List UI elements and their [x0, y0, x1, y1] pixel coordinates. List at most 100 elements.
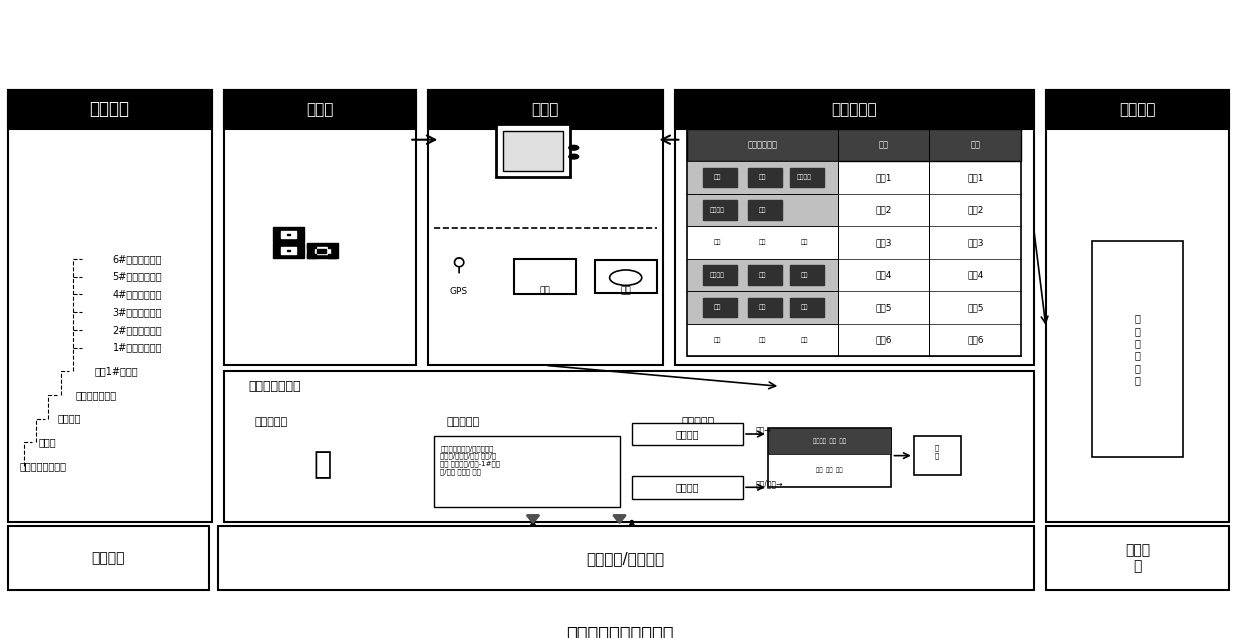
- Text: 图像: 图像: [714, 305, 721, 311]
- Text: 扫描: 扫描: [540, 286, 550, 296]
- FancyBboxPatch shape: [789, 298, 824, 318]
- FancyBboxPatch shape: [748, 265, 782, 285]
- FancyBboxPatch shape: [703, 168, 737, 187]
- Text: 病害记录、识别: 病害记录、识别: [249, 380, 301, 392]
- Text: 措施6: 措施6: [968, 336, 984, 345]
- FancyBboxPatch shape: [768, 427, 892, 454]
- Text: 3#护栏内桥铺装: 3#护栏内桥铺装: [113, 307, 162, 317]
- FancyBboxPatch shape: [688, 292, 838, 324]
- Text: 4#护栏内桥铺装: 4#护栏内桥铺装: [113, 290, 162, 299]
- Text: 病害措施库: 病害措施库: [831, 102, 877, 117]
- FancyBboxPatch shape: [688, 194, 838, 226]
- FancyBboxPatch shape: [281, 247, 296, 255]
- Text: 病害6: 病害6: [875, 336, 892, 345]
- Text: 工程部位：: 工程部位：: [446, 417, 479, 427]
- FancyBboxPatch shape: [748, 200, 782, 219]
- Text: 图像识别  标型  检验: 图像识别 标型 检验: [813, 438, 846, 443]
- FancyBboxPatch shape: [427, 90, 663, 129]
- FancyBboxPatch shape: [913, 436, 960, 475]
- Text: 结果: 结果: [714, 338, 721, 343]
- Text: 图像识别: 图像识别: [797, 175, 812, 181]
- Text: 别: 别: [935, 452, 939, 459]
- FancyBboxPatch shape: [327, 253, 337, 258]
- Text: 添加/删除→: 添加/删除→: [756, 480, 783, 489]
- Text: 巡查监督/病害识别: 巡查监督/病害识别: [586, 551, 665, 566]
- FancyBboxPatch shape: [307, 243, 338, 258]
- FancyBboxPatch shape: [1046, 526, 1229, 590]
- Text: 检测: 检测: [758, 338, 767, 343]
- Text: 巡查路径：: 巡查路径：: [255, 417, 287, 427]
- Text: 病害5: 病害5: [875, 303, 892, 312]
- FancyBboxPatch shape: [503, 131, 563, 172]
- FancyBboxPatch shape: [7, 90, 212, 129]
- FancyBboxPatch shape: [514, 259, 576, 294]
- Text: 识: 识: [935, 445, 939, 451]
- Text: 江阴长江公路大桥: 江阴长江公路大桥: [20, 461, 67, 471]
- FancyBboxPatch shape: [315, 247, 331, 255]
- FancyArrowPatch shape: [528, 516, 539, 523]
- FancyBboxPatch shape: [434, 436, 620, 507]
- Text: 检测: 检测: [758, 207, 767, 213]
- FancyBboxPatch shape: [307, 253, 316, 258]
- Circle shape: [610, 270, 642, 285]
- Text: 病害描述：: 病害描述：: [681, 417, 715, 427]
- FancyBboxPatch shape: [317, 249, 326, 253]
- Text: 图像识别: 图像识别: [710, 207, 725, 213]
- FancyBboxPatch shape: [224, 90, 415, 129]
- FancyBboxPatch shape: [287, 234, 290, 235]
- Text: GPS: GPS: [450, 286, 468, 296]
- Text: 江阴大桥养护段/江阴长江公
路大桥/桥面系/桥面 铺装/上
游侧 桥面铺装/北塔-1#吊索
间/护栏 内桥面 铺装: 江阴大桥养护段/江阴长江公 路大桥/桥面系/桥面 铺装/上 游侧 桥面铺装/北塔…: [440, 445, 501, 475]
- Text: 检测: 检测: [758, 305, 767, 311]
- Text: 结果: 结果: [800, 272, 808, 278]
- FancyBboxPatch shape: [748, 168, 782, 187]
- FancyBboxPatch shape: [218, 526, 1033, 590]
- Text: 6#护栏内桥铺装: 6#护栏内桥铺装: [113, 254, 162, 264]
- FancyBboxPatch shape: [224, 371, 1033, 522]
- Text: 养护措
施: 养护措 施: [1125, 543, 1150, 574]
- Text: 病害4: 病害4: [876, 271, 892, 279]
- FancyBboxPatch shape: [7, 90, 212, 522]
- FancyBboxPatch shape: [274, 227, 304, 242]
- FancyBboxPatch shape: [632, 423, 743, 445]
- FancyBboxPatch shape: [321, 250, 325, 251]
- FancyBboxPatch shape: [688, 129, 1021, 161]
- FancyBboxPatch shape: [523, 263, 567, 290]
- Text: 检验: 检验: [714, 175, 721, 181]
- Text: 照片识别: 照片识别: [675, 429, 699, 439]
- Text: 🗺: 🗺: [313, 450, 332, 479]
- FancyBboxPatch shape: [1046, 90, 1229, 522]
- Text: 北塔1#吊索间: 北塔1#吊索间: [94, 366, 138, 376]
- Text: 标签选取: 标签选取: [675, 482, 699, 493]
- FancyBboxPatch shape: [675, 90, 1033, 129]
- FancyArrowPatch shape: [615, 516, 624, 523]
- Text: 检验: 检验: [714, 240, 721, 246]
- FancyBboxPatch shape: [688, 259, 838, 292]
- Text: 检测: 检测: [758, 240, 767, 246]
- FancyBboxPatch shape: [703, 200, 737, 219]
- Text: 二维码: 二维码: [306, 102, 333, 117]
- FancyBboxPatch shape: [768, 427, 892, 487]
- Text: 上游侧桥面铺装: 上游侧桥面铺装: [76, 390, 116, 400]
- Text: 桥面铺装: 桥面铺装: [57, 413, 81, 424]
- Text: 移动端: 移动端: [532, 102, 559, 117]
- Text: 工程部位: 工程部位: [90, 551, 124, 565]
- FancyBboxPatch shape: [688, 129, 1021, 357]
- FancyBboxPatch shape: [287, 250, 290, 251]
- Text: 病害3: 病害3: [875, 238, 892, 247]
- FancyBboxPatch shape: [703, 265, 737, 285]
- FancyBboxPatch shape: [688, 161, 838, 194]
- FancyBboxPatch shape: [274, 243, 304, 258]
- FancyBboxPatch shape: [1092, 241, 1183, 457]
- Text: 图像结果: 图像结果: [710, 272, 725, 278]
- Text: 病害1: 病害1: [875, 173, 892, 182]
- Text: 结果  标签  检测: 结果 标签 检测: [817, 467, 843, 473]
- FancyBboxPatch shape: [703, 298, 737, 318]
- Text: 病害: 病害: [878, 140, 888, 149]
- Text: 桥面系: 桥面系: [38, 437, 56, 447]
- Text: 病害类型图片: 病害类型图片: [747, 140, 778, 149]
- FancyBboxPatch shape: [307, 244, 316, 248]
- Text: 结构划分: 结构划分: [89, 100, 130, 119]
- Text: 措施: 措施: [970, 140, 980, 149]
- FancyBboxPatch shape: [281, 230, 296, 238]
- Text: 检验: 检验: [758, 272, 767, 278]
